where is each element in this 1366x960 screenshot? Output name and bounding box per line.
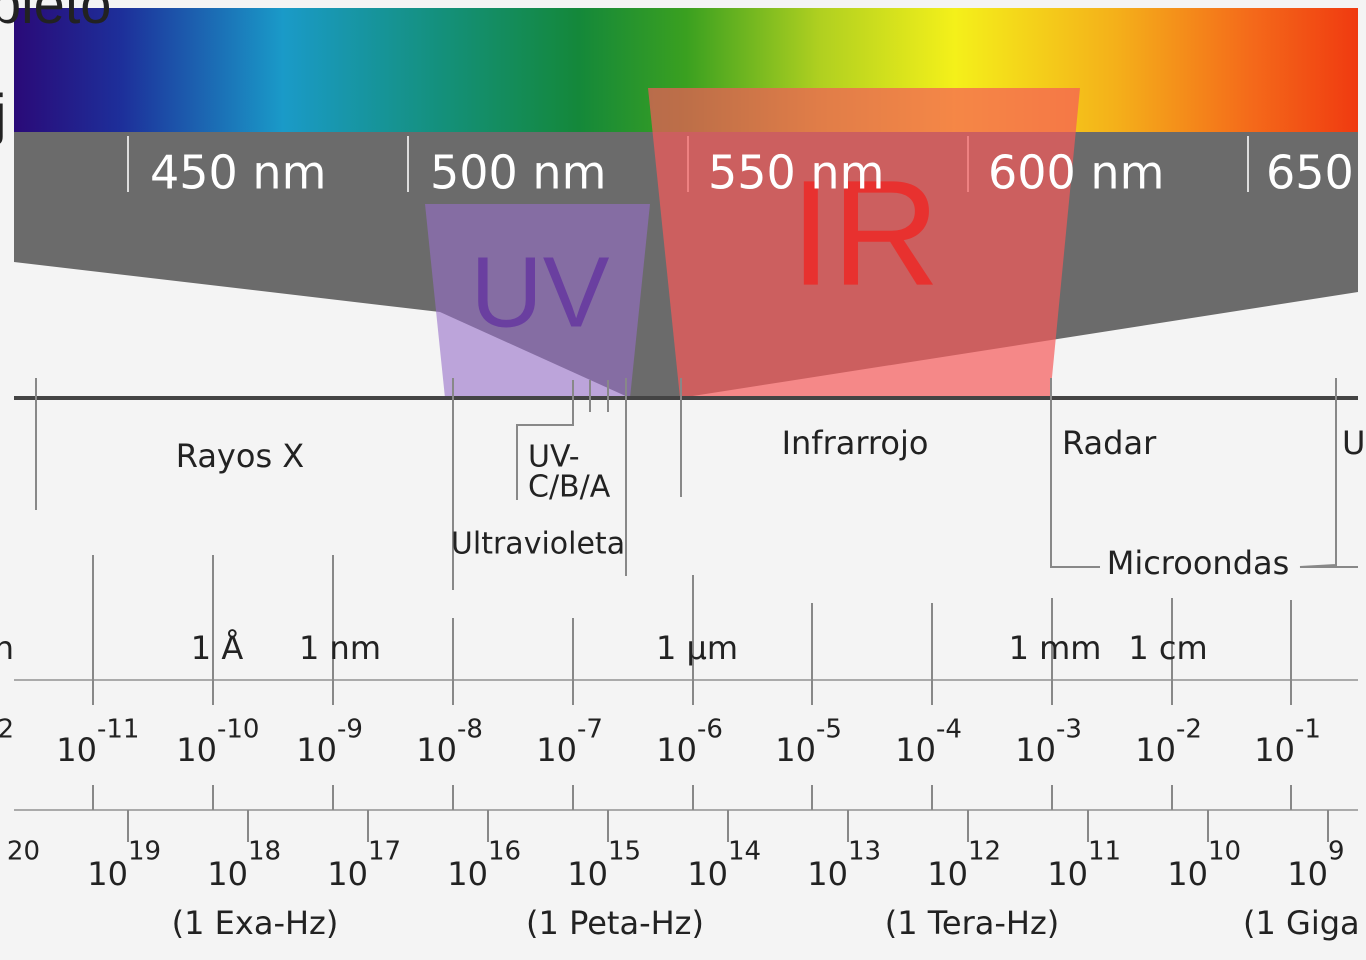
power-base: 10: [895, 731, 936, 769]
visible-scale-label: 550 nm: [708, 146, 884, 200]
power-exp: 13: [848, 837, 881, 867]
visible-scale-label: 650: [1266, 146, 1354, 200]
power-exp: -11: [97, 715, 139, 745]
power-base: 10: [416, 731, 457, 769]
power-exp: 15: [608, 837, 641, 867]
power-exp: -2: [1176, 715, 1202, 745]
power-exp: 18: [248, 837, 281, 867]
power-base: 10: [927, 855, 968, 893]
region-label: U: [1342, 424, 1365, 462]
power-base: 10: [687, 855, 728, 893]
power-base: 10: [56, 731, 97, 769]
power-exp: 11: [1088, 837, 1121, 867]
power-exp: -1: [1295, 715, 1321, 745]
length-label: 1 mm: [1009, 629, 1102, 667]
power-base: 10: [1287, 855, 1328, 893]
visible-scale-label: 450 nm: [150, 146, 326, 200]
visible-scale-label: 600 nm: [988, 146, 1164, 200]
power-exp: 16: [488, 837, 521, 867]
region-label: UV-: [528, 440, 580, 475]
length-label: n: [0, 629, 14, 667]
length-label: 1 Å: [191, 629, 244, 667]
uv-label: UV: [471, 236, 610, 348]
power-exp: 10: [1208, 837, 1241, 867]
power-exp: -3: [1056, 715, 1082, 745]
region-label: Infrarrojo: [782, 424, 929, 462]
power-exp: -10: [217, 715, 259, 745]
power-exp: 19: [128, 837, 161, 867]
power-base: 10: [1254, 731, 1295, 769]
power-base: 10: [1167, 855, 1208, 893]
power-base: 10: [296, 731, 337, 769]
power-base: 10: [176, 731, 217, 769]
uv-overlay: [425, 204, 650, 398]
power-exp: 17: [368, 837, 401, 867]
power-fragment: 2: [0, 715, 14, 745]
power-exp: -9: [337, 715, 363, 745]
power-exp: 12: [968, 837, 1001, 867]
region-label: C/B/A: [528, 470, 611, 505]
header-fragment: pleto: [0, 0, 111, 35]
header-fragment: j: [0, 82, 6, 145]
power-base: 10: [807, 855, 848, 893]
power-exp: 14: [728, 837, 761, 867]
power-exp: -4: [936, 715, 962, 745]
power-base: 10: [327, 855, 368, 893]
ir-label: IR: [790, 149, 940, 317]
power-exp: -8: [457, 715, 483, 745]
power-fragment: 20: [7, 837, 40, 867]
power-base: 10: [447, 855, 488, 893]
power-base: 10: [1047, 855, 1088, 893]
power-base: 10: [567, 855, 608, 893]
frequency-name: (1 Tera-Hz): [885, 904, 1059, 942]
power-base: 10: [656, 731, 697, 769]
length-label: 1 cm: [1128, 629, 1207, 667]
power-exp: -7: [577, 715, 603, 745]
power-base: 10: [1015, 731, 1056, 769]
power-base: 10: [207, 855, 248, 893]
ir-overlay: [648, 88, 1080, 398]
visible-scale-label: 500 nm: [430, 146, 606, 200]
length-label: 1 µm: [656, 629, 738, 667]
power-base: 10: [536, 731, 577, 769]
power-base: 10: [775, 731, 816, 769]
frequency-name: (1 Exa-Hz): [172, 904, 339, 942]
region-label: Ultravioleta: [451, 527, 625, 562]
frequency-name: (1 Giga: [1243, 904, 1360, 942]
frequency-name: (1 Peta-Hz): [526, 904, 704, 942]
length-label: 1 nm: [299, 629, 381, 667]
power-exp: 9: [1328, 837, 1345, 867]
power-exp: -5: [816, 715, 842, 745]
region-brackets: [35, 378, 1358, 590]
region-label: Radar: [1062, 424, 1157, 462]
power-base: 10: [1135, 731, 1176, 769]
region-label: Microondas: [1107, 544, 1290, 582]
power-exp: -6: [697, 715, 723, 745]
region-label: Rayos X: [176, 437, 304, 475]
power-base: 10: [87, 855, 128, 893]
